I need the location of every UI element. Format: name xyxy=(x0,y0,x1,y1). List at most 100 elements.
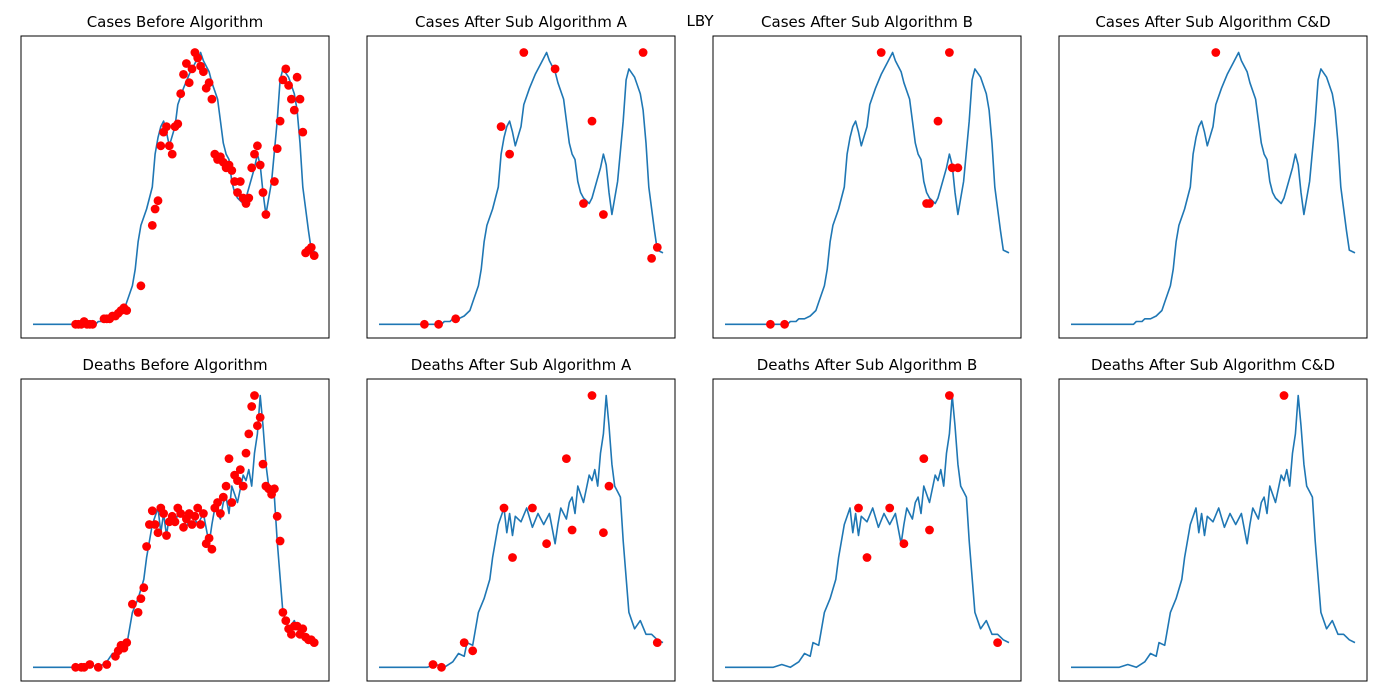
peak-marker xyxy=(139,583,149,593)
axes-frame xyxy=(366,378,676,682)
peak-marker xyxy=(306,243,316,252)
peak-marker xyxy=(579,199,588,208)
peak-marker xyxy=(599,528,608,538)
peak-marker xyxy=(281,64,291,74)
peak-marker xyxy=(587,116,597,126)
peak-marker xyxy=(93,662,103,672)
peak-marker xyxy=(247,402,257,411)
peak-marker xyxy=(528,503,537,513)
peak-marker xyxy=(247,163,257,173)
subplot: Cases Before Algorithm xyxy=(20,13,330,339)
peak-marker xyxy=(176,509,186,518)
peak-marker xyxy=(156,141,166,151)
peak-marker xyxy=(173,119,183,129)
peak-marker xyxy=(207,544,217,554)
peak-marker xyxy=(136,594,146,603)
axes-frame xyxy=(20,378,330,682)
peak-marker xyxy=(862,553,872,562)
series-line xyxy=(33,51,318,326)
peak-marker xyxy=(159,509,169,518)
peak-marker xyxy=(780,319,789,329)
peak-marker xyxy=(278,608,288,617)
peak-marker xyxy=(945,48,954,57)
peak-marker xyxy=(272,144,282,154)
peak-marker xyxy=(599,210,608,219)
peak-marker xyxy=(204,533,214,543)
peak-marker xyxy=(218,492,228,502)
peak-marker xyxy=(253,421,262,431)
peak-marker xyxy=(437,662,446,672)
peak-marker xyxy=(179,522,188,532)
peak-marker xyxy=(187,64,197,74)
subplot-title: Cases Before Algorithm xyxy=(87,13,264,31)
peak-marker xyxy=(287,94,296,104)
peak-marker xyxy=(933,116,943,126)
peak-marker xyxy=(176,89,186,99)
peak-marker xyxy=(187,520,197,529)
peak-marker xyxy=(420,319,429,329)
subplot-title: Deaths After Sub Algorithm A xyxy=(411,356,632,374)
peak-marker xyxy=(133,608,143,617)
peak-marker xyxy=(164,141,174,151)
peak-marker xyxy=(221,481,231,491)
peak-marker xyxy=(255,413,265,422)
axes-frame xyxy=(20,35,330,339)
axes-frame xyxy=(712,35,1022,339)
peak-marker xyxy=(122,306,132,315)
peak-marker xyxy=(652,638,662,647)
peak-marker xyxy=(434,319,443,329)
peak-marker xyxy=(244,193,254,203)
peak-marker xyxy=(162,122,171,131)
peak-marker xyxy=(638,48,648,57)
peak-marker xyxy=(147,221,157,230)
peak-marker xyxy=(945,391,954,400)
peak-marker xyxy=(298,624,308,634)
peak-marker xyxy=(1279,391,1289,400)
peak-marker xyxy=(289,105,299,115)
peak-marker xyxy=(295,94,305,104)
subplot-title: Cases After Sub Algorithm A xyxy=(415,13,628,31)
peak-marker xyxy=(854,503,863,513)
peak-marker xyxy=(250,149,259,159)
peak-marker xyxy=(499,503,509,513)
peak-marker xyxy=(250,391,259,400)
subplot-title: Cases After Sub Algorithm B xyxy=(761,13,973,31)
peak-marker xyxy=(207,94,217,104)
peak-marker xyxy=(193,53,203,63)
peak-marker xyxy=(275,116,285,126)
peak-marker xyxy=(1211,48,1221,57)
series-line xyxy=(379,51,664,326)
peak-marker xyxy=(227,498,237,507)
peak-marker xyxy=(508,553,517,562)
peak-marker xyxy=(281,616,291,625)
peak-marker xyxy=(167,149,177,159)
subplot-title: Deaths Before Algorithm xyxy=(82,356,267,374)
peak-marker xyxy=(241,448,251,458)
peak-marker xyxy=(298,127,308,137)
peak-marker xyxy=(193,503,203,513)
peak-marker xyxy=(647,254,656,263)
peak-marker xyxy=(496,122,506,131)
peak-marker xyxy=(235,465,245,474)
subplot: Deaths After Sub Algorithm C&D xyxy=(1058,356,1368,682)
peak-marker xyxy=(150,204,160,214)
peak-marker xyxy=(142,542,152,551)
peak-marker xyxy=(505,149,514,159)
peak-marker xyxy=(922,199,931,208)
axes-frame xyxy=(1058,35,1368,339)
peak-marker xyxy=(150,520,160,529)
subplot: Deaths Before Algorithm xyxy=(20,356,330,682)
peak-marker xyxy=(216,509,225,518)
peak-marker xyxy=(238,481,248,491)
peak-marker xyxy=(604,481,614,491)
peak-marker xyxy=(993,638,1002,647)
peak-marker xyxy=(885,503,895,513)
peak-marker xyxy=(136,281,146,291)
peak-marker xyxy=(270,177,279,186)
peak-marker xyxy=(652,243,662,252)
peak-marker xyxy=(199,67,208,77)
peak-marker xyxy=(233,188,242,197)
peak-marker xyxy=(587,391,597,400)
